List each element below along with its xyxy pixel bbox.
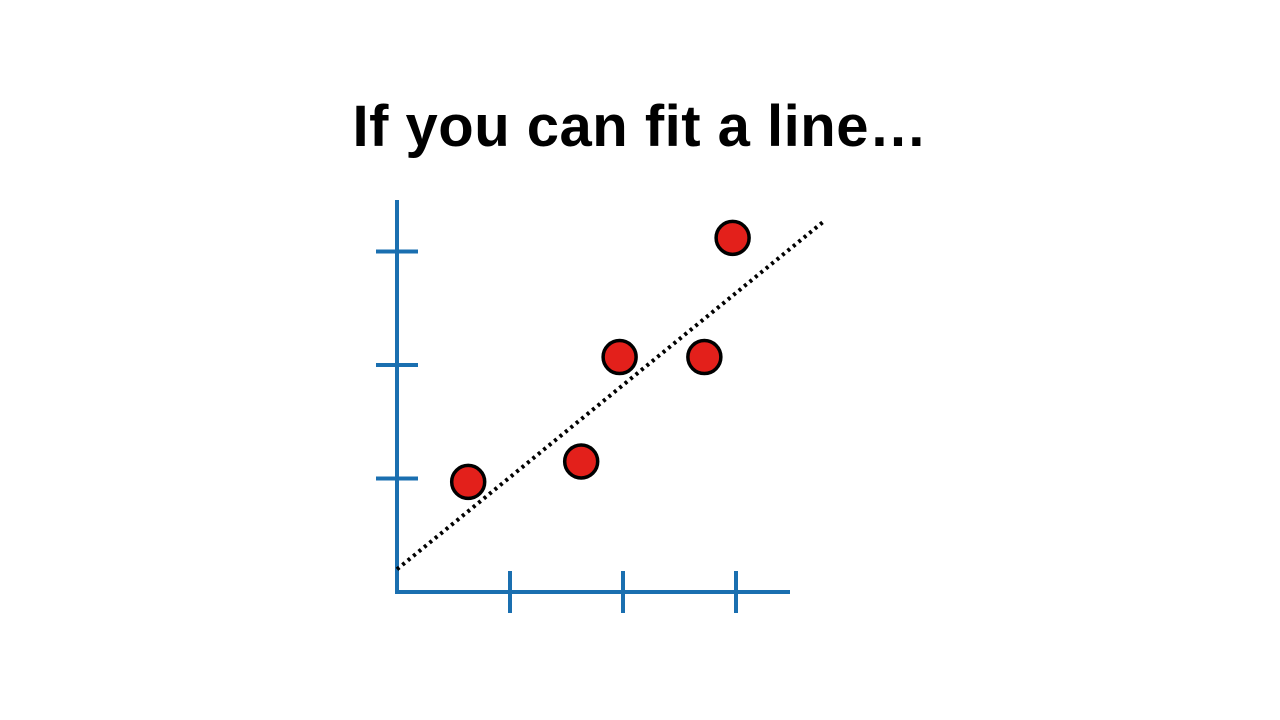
data-point-1 [449, 463, 487, 501]
fit-line [395, 220, 825, 571]
data-point-3 [601, 338, 638, 376]
data-point-4 [686, 338, 723, 376]
axes [376, 200, 790, 613]
data-point-5 [714, 219, 751, 257]
data-point-2 [562, 443, 600, 480]
data-points [449, 219, 751, 501]
fit-line-layer [395, 220, 825, 571]
slide-title: If you can fit a line… [352, 94, 928, 159]
